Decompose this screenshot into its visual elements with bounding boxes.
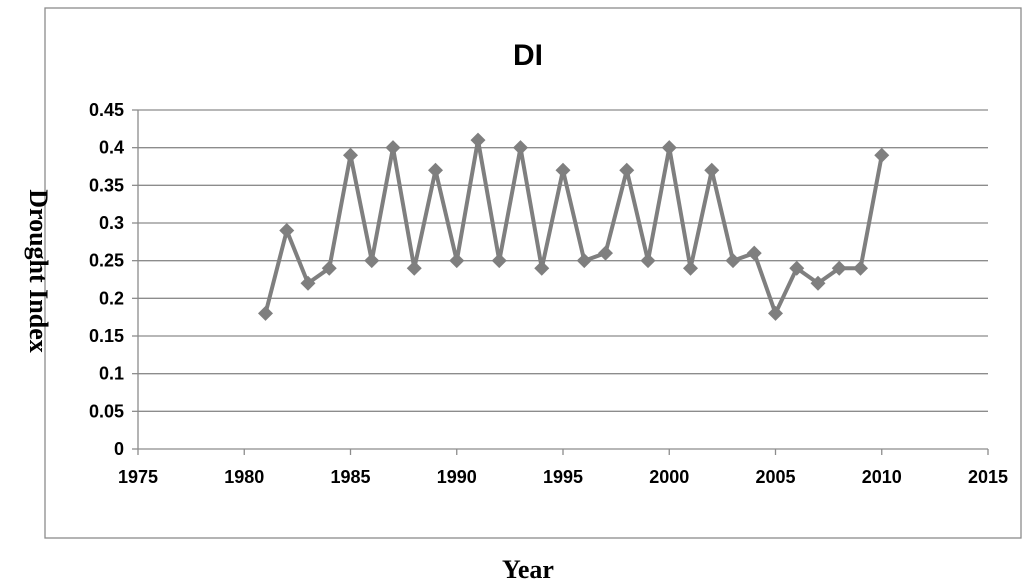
x-tick-label: 2000 <box>649 467 689 487</box>
x-tick-label: 1985 <box>330 467 370 487</box>
x-tick-label: 1975 <box>118 467 158 487</box>
series-drought-index <box>258 132 890 321</box>
y-axis-label: Drought Index <box>24 189 53 353</box>
data-point-marker <box>746 245 762 261</box>
data-point-marker <box>768 305 783 321</box>
chart-title: DI <box>513 39 543 72</box>
data-point-marker <box>385 140 401 156</box>
x-tick-label: 1980 <box>224 467 264 487</box>
y-tick-label: 0.25 <box>89 251 124 271</box>
y-tick-label: 0.2 <box>99 288 124 308</box>
x-axis-label: Year <box>502 555 554 582</box>
y-tick-label: 0.3 <box>99 213 124 233</box>
y-tick-label: 0.15 <box>89 326 124 346</box>
x-tick-label: 1990 <box>437 467 477 487</box>
x-tick-label: 2010 <box>862 467 902 487</box>
data-point-marker <box>789 260 805 276</box>
data-point-marker <box>534 260 550 276</box>
data-point-marker <box>704 162 720 178</box>
data-point-marker <box>279 223 295 239</box>
y-tick-labels: 0 0.05 0.1 0.15 0.2 0.25 0.3 0.35 0.4 0.45 <box>89 100 124 459</box>
data-point-marker <box>449 253 465 269</box>
data-point-marker <box>661 140 677 156</box>
data-point-marker <box>853 260 868 276</box>
data-point-marker <box>513 140 528 156</box>
data-point-marker <box>831 260 847 276</box>
y-tick-label: 0 <box>114 439 124 459</box>
data-point-marker <box>576 253 592 269</box>
data-point-marker <box>683 260 698 276</box>
data-point-marker <box>555 162 571 178</box>
x-tick-label: 2005 <box>755 467 795 487</box>
data-point-marker <box>874 147 890 163</box>
data-point-marker <box>725 253 741 269</box>
data-point-marker <box>640 253 656 269</box>
data-point-marker <box>300 275 316 291</box>
chart-border <box>44 7 1022 539</box>
data-point-marker <box>598 245 613 261</box>
data-point-marker <box>428 162 443 178</box>
data-point-marker <box>619 162 635 178</box>
y-tick-label: 0.1 <box>99 364 124 384</box>
x-tick-labels: 1975 1980 1985 1990 1995 2000 2005 2010 2015 <box>118 467 1008 487</box>
y-tick-label: 0.35 <box>89 175 124 195</box>
data-point-marker <box>406 260 422 276</box>
data-point-marker <box>810 275 826 291</box>
y-tick-label: 0.4 <box>99 138 124 158</box>
y-tick-label: 0.45 <box>89 100 124 120</box>
series-line <box>263 138 884 316</box>
y-tick-label: 0.05 <box>89 401 124 421</box>
data-point-marker <box>364 253 380 269</box>
x-tick-label: 2015 <box>968 467 1008 487</box>
axes <box>132 109 989 455</box>
data-point-marker <box>258 305 273 321</box>
x-tick-label: 1995 <box>543 467 583 487</box>
data-point-marker <box>491 253 507 269</box>
data-point-marker <box>470 132 486 148</box>
data-point-marker <box>343 147 358 163</box>
data-point-marker <box>321 260 337 276</box>
